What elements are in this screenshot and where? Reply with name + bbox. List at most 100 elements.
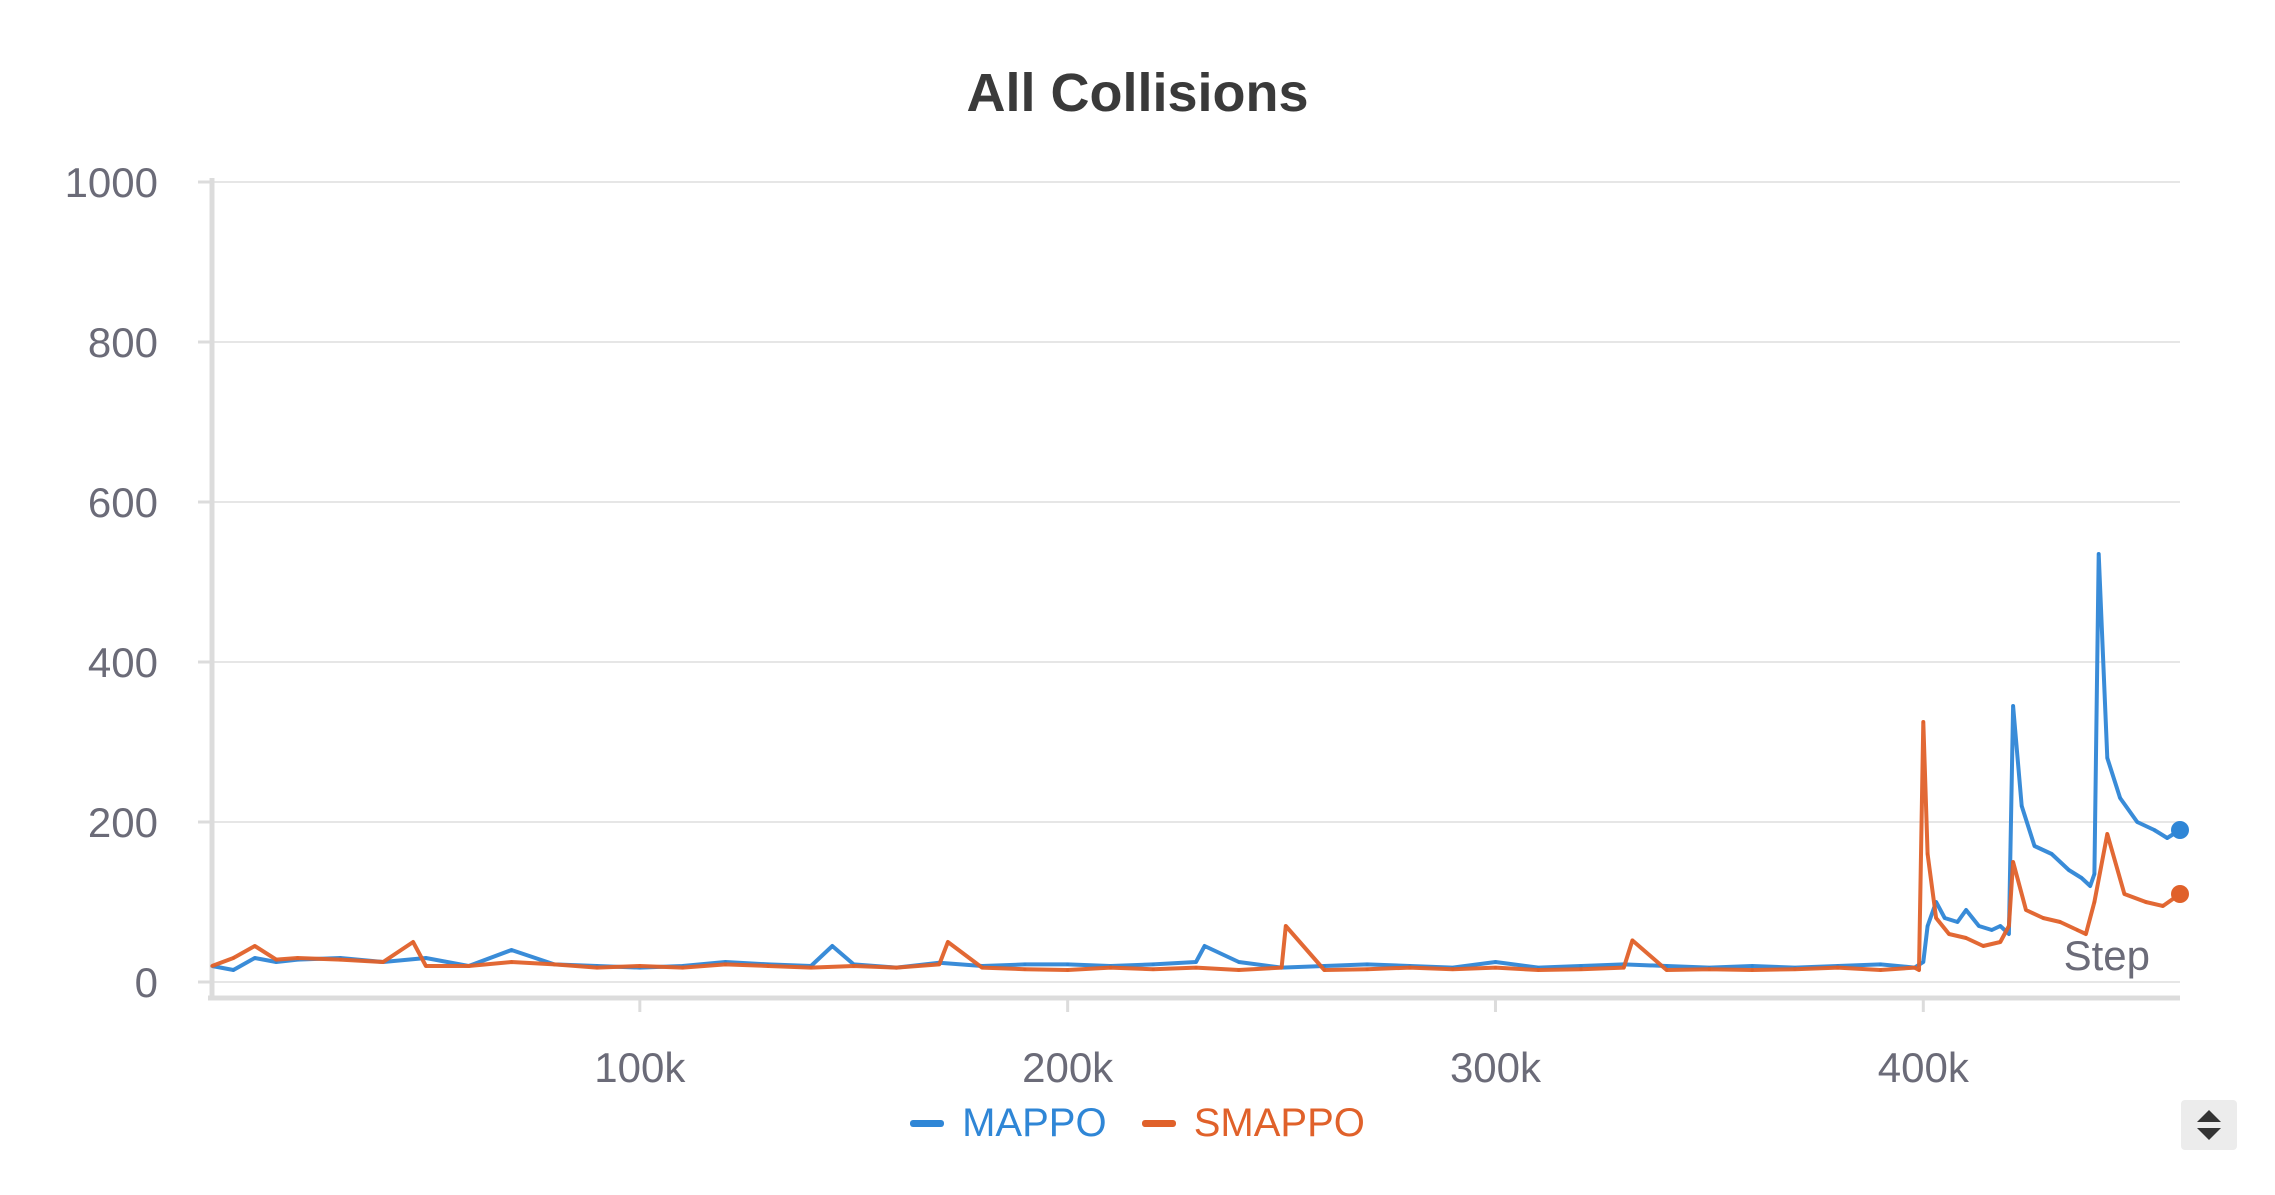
data-point: [1630, 938, 1634, 943]
data-point: [2097, 552, 2101, 556]
chevron-down-icon[interactable]: [2197, 1128, 2221, 1140]
data-point: [1365, 967, 1369, 971]
legend-label-smappo: SMAPPO: [1193, 1101, 1365, 1145]
data-point: [2122, 892, 2126, 896]
series-line-smappo: [211, 720, 2182, 972]
data-point: [2118, 796, 2122, 800]
y-tick-label: 1000: [65, 159, 158, 206]
series-end-marker: [2171, 821, 2189, 839]
data-point: [2080, 876, 2084, 880]
data-point: [1194, 966, 1198, 970]
data-point: [2075, 928, 2079, 932]
legend-scroll-stepper[interactable]: [2181, 1100, 2237, 1150]
data-point: [253, 944, 257, 948]
y-tick-label: 200: [88, 799, 158, 846]
data-point: [1151, 967, 1155, 971]
data-point: [638, 964, 642, 968]
data-point: [1925, 924, 1930, 928]
data-point: [980, 966, 984, 970]
data-point: [231, 956, 235, 960]
data-point: [1665, 968, 1669, 972]
data-point: [1990, 928, 1994, 932]
data-point: [1493, 960, 1498, 964]
series-end-marker: [2171, 885, 2189, 903]
data-point: [1836, 966, 1840, 970]
data-point: [809, 966, 813, 970]
legend-item-mappo[interactable]: MAPPO: [910, 1101, 1107, 1146]
data-point: [1934, 916, 1938, 920]
data-point: [1925, 852, 1930, 856]
data-point: [1023, 967, 1027, 971]
data-point: [1194, 960, 1198, 964]
data-point: [509, 960, 514, 964]
legend-swatch-mappo: [910, 1120, 945, 1127]
data-point: [681, 966, 685, 970]
data-point: [1622, 966, 1626, 970]
data-point: [1878, 962, 1883, 967]
data-point: [1964, 936, 1968, 940]
data-point: [946, 940, 950, 944]
chevron-up-icon[interactable]: [2197, 1110, 2221, 1122]
data-point: [1921, 720, 1925, 724]
data-point: [1237, 960, 1241, 964]
data-point: [2067, 868, 2071, 872]
data-point: [424, 964, 428, 968]
data-point: [274, 958, 278, 962]
legend-item-smappo[interactable]: SMAPPO: [1141, 1101, 1365, 1146]
data-point: [1917, 968, 1921, 972]
data-point: [1066, 962, 1070, 967]
data-point: [1322, 968, 1326, 972]
data-point: [2007, 924, 2011, 928]
data-point: [2105, 832, 2109, 836]
data-point: [2105, 756, 2109, 760]
data-point: [1108, 966, 1113, 970]
data-point: [1998, 940, 2002, 944]
data-point: [2092, 900, 2097, 904]
x-tick-label: 200k: [1022, 1044, 1114, 1091]
data-point: [2144, 900, 2148, 904]
data-point: [2011, 860, 2015, 864]
data-point: [2007, 932, 2011, 936]
data-point: [1536, 968, 1540, 972]
data-point: [2084, 932, 2088, 936]
data-point: [552, 962, 556, 967]
data-point: [1579, 967, 1583, 971]
data-point: [2135, 820, 2139, 824]
data-point: [1365, 962, 1369, 967]
data-point: [1998, 924, 2002, 928]
data-point: [295, 956, 300, 960]
data-point: [1913, 966, 1917, 970]
data-point: [2161, 904, 2165, 908]
legend-swatch-smappo: [1141, 1120, 1176, 1127]
data-point: [1408, 966, 1412, 970]
data-point: [210, 964, 214, 968]
data-point: [1707, 967, 1711, 971]
data-point: [894, 966, 899, 970]
data-point: [2024, 908, 2028, 912]
data-point: [1878, 968, 1883, 972]
data-point: [2092, 872, 2097, 876]
y-tick-label: 800: [88, 319, 158, 366]
data-point: [1451, 967, 1455, 971]
data-point: [1750, 968, 1754, 972]
x-axis-label: Step: [2064, 932, 2150, 979]
data-point: [1977, 924, 1981, 928]
data-point: [1066, 968, 1070, 972]
data-point: [2041, 916, 2045, 920]
series-line-mappo: [211, 552, 2182, 972]
data-point: [424, 956, 428, 960]
data-point: [1921, 960, 1925, 964]
y-tick-label: 600: [88, 479, 158, 526]
legend-label-mappo: MAPPO: [962, 1101, 1107, 1145]
y-tick-label: 400: [88, 639, 158, 686]
data-point: [766, 964, 770, 968]
data-point: [1237, 968, 1241, 972]
legend: MAPPO SMAPPO: [0, 1092, 2275, 1146]
data-point: [2152, 828, 2156, 832]
data-point: [1284, 924, 1288, 928]
data-point: [852, 964, 856, 968]
data-point: [723, 962, 727, 967]
data-point: [2020, 804, 2024, 808]
data-point: [1947, 932, 1951, 936]
